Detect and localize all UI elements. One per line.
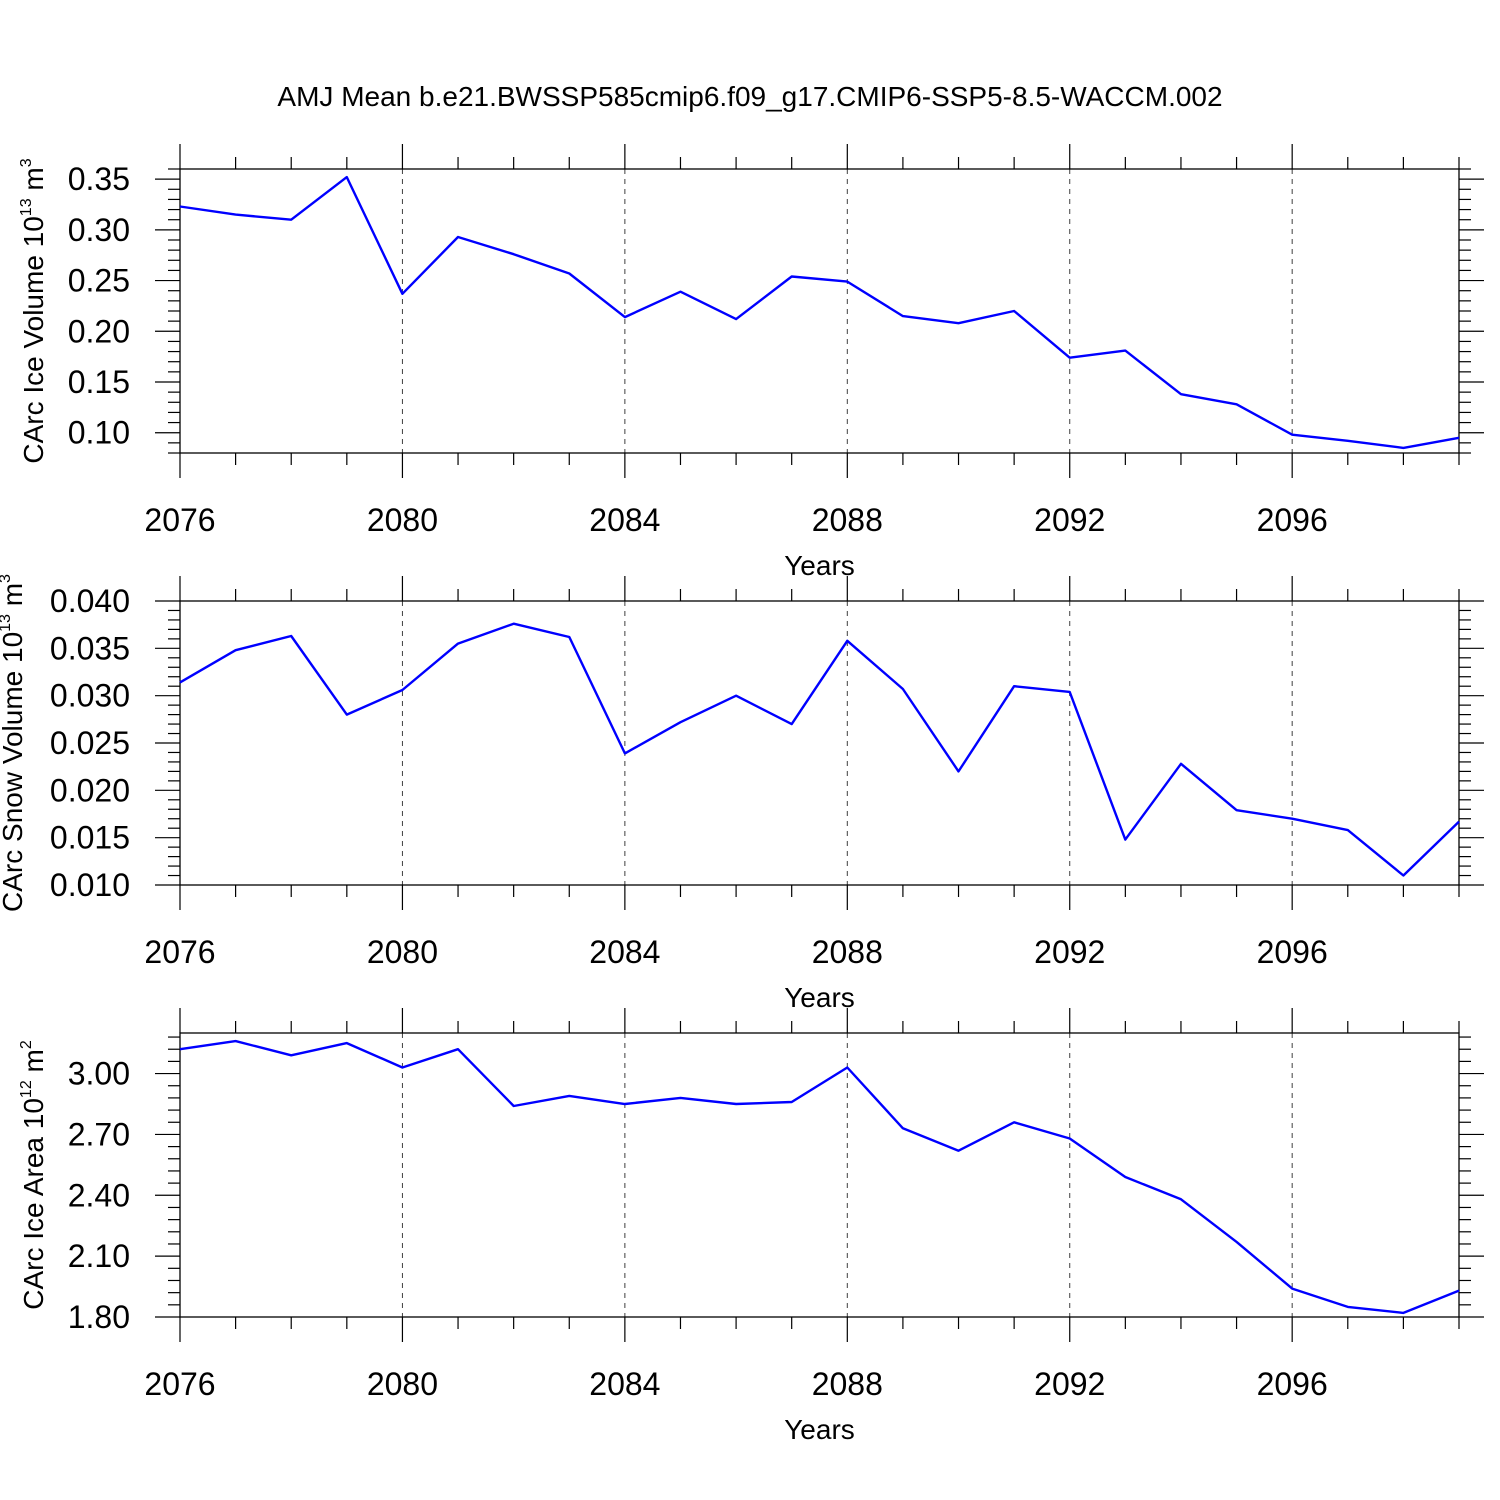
x-tick-label: 2080 bbox=[367, 502, 438, 538]
x-tick-label: 2076 bbox=[144, 1366, 215, 1402]
x-tick-label: 2096 bbox=[1257, 934, 1328, 970]
y-tick-label: 0.20 bbox=[68, 313, 130, 349]
x-tick-label: 2084 bbox=[589, 934, 660, 970]
y-tick-label: 0.25 bbox=[68, 263, 130, 299]
x-tick-label: 2088 bbox=[812, 502, 883, 538]
y-tick-label: 0.035 bbox=[50, 630, 130, 666]
y-axis-label: CArc Snow Volume 1013 m3 bbox=[0, 574, 28, 912]
y-tick-label: 0.10 bbox=[68, 415, 130, 451]
y-tick-label: 0.15 bbox=[68, 364, 130, 400]
series-line bbox=[179, 1039, 1460, 1315]
y-tick-label: 0.015 bbox=[50, 820, 130, 856]
chart-panels: 0.10 0.15 0.20 0.25 0.30 0.35 2076 2080 2084 2088… bbox=[0, 144, 1484, 1445]
x-tick-label: 2080 bbox=[367, 1366, 438, 1402]
x-tick-label: 2084 bbox=[589, 502, 660, 538]
figure-title: AMJ Mean b.e21.BWSSP585cmip6.f09_g17.CMI… bbox=[277, 81, 1222, 112]
x-tick-label: 2088 bbox=[812, 1366, 883, 1402]
x-tick-label: 2084 bbox=[589, 1366, 660, 1402]
y-tick-label: 3.00 bbox=[68, 1056, 130, 1092]
y-tick-label: 2.70 bbox=[68, 1116, 130, 1152]
y-axis-label: CArc Ice Volume 1013 m3 bbox=[18, 158, 49, 463]
y-tick-label: 0.040 bbox=[50, 583, 130, 619]
x-tick-label: 2096 bbox=[1257, 1366, 1328, 1402]
y-tick-label: 0.010 bbox=[50, 867, 130, 903]
y-tick-label: 2.10 bbox=[68, 1238, 130, 1274]
chart-panel-3: 1.80 2.10 2.40 2.70 3.00 2076 2080 2084 2088 2092… bbox=[18, 1008, 1484, 1445]
y-axis-label: CArc Ice Area 1012 m2 bbox=[18, 1040, 49, 1310]
chart-panel-2: 0.010 0.015 0.020 0.025 0.030 0.035 0.040 2076 2… bbox=[0, 574, 1484, 1013]
x-axis-label: Years bbox=[784, 550, 855, 581]
y-tick-label: 0.030 bbox=[50, 678, 130, 714]
x-tick-label: 2096 bbox=[1257, 502, 1328, 538]
y-tick-label: 2.40 bbox=[68, 1177, 130, 1213]
y-tick-label: 0.30 bbox=[68, 212, 130, 248]
plot-frame bbox=[179, 600, 1460, 886]
x-tick-label: 2088 bbox=[812, 934, 883, 970]
series-line bbox=[179, 175, 1460, 450]
x-tick-label: 2092 bbox=[1034, 1366, 1105, 1402]
y-tick-label: 0.35 bbox=[68, 161, 130, 197]
plot-frame bbox=[179, 168, 1460, 454]
series-line bbox=[179, 622, 1460, 877]
x-tick-label: 2092 bbox=[1034, 934, 1105, 970]
chart-panel-1: 0.10 0.15 0.20 0.25 0.30 0.35 2076 2080 2084 2088… bbox=[18, 144, 1484, 581]
x-tick-label: 2080 bbox=[367, 934, 438, 970]
x-axis-label: Years bbox=[784, 982, 855, 1013]
plot-frame bbox=[179, 1032, 1460, 1318]
y-tick-label: 0.020 bbox=[50, 772, 130, 808]
x-axis-label: Years bbox=[784, 1414, 855, 1445]
y-tick-label: 0.025 bbox=[50, 725, 130, 761]
x-tick-label: 2092 bbox=[1034, 502, 1105, 538]
y-tick-label: 1.80 bbox=[68, 1299, 130, 1335]
x-tick-label: 2076 bbox=[144, 934, 215, 970]
x-tick-label: 2076 bbox=[144, 502, 215, 538]
